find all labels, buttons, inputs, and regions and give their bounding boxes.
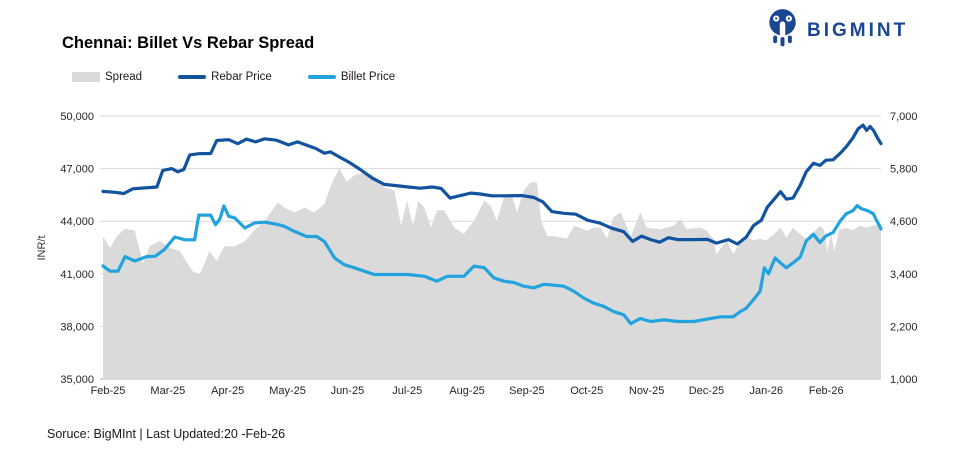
x-axis-tick: Oct-25	[570, 385, 603, 397]
y-axis-title: INR/t	[36, 235, 48, 260]
right-axis-tick: 7,000	[890, 111, 918, 123]
legend-label-billet: Billet Price	[340, 71, 396, 83]
bigmint-logo: BIGMINT	[766, 8, 908, 53]
right-axis-tick: 1,000	[890, 374, 918, 386]
x-axis-tick: Feb-26	[809, 385, 844, 397]
legend-item-spread: Spread	[72, 71, 142, 83]
x-axis-tick: Aug-25	[449, 385, 484, 397]
x-axis-tick: Jan-26	[749, 385, 783, 397]
x-axis-tick: May-25	[269, 385, 306, 397]
rebar-price-series	[101, 123, 883, 246]
rebar-swatch	[178, 75, 207, 79]
right-axis-tick: 2,200	[890, 321, 918, 333]
legend-item-rebar: Rebar Price	[178, 71, 272, 83]
spread-swatch	[72, 72, 100, 82]
right-axis-tick: 5,800	[890, 164, 918, 176]
chart-legend: Spread Rebar Price Billet Price	[72, 71, 395, 83]
right-axis-tick: 4,600	[890, 216, 918, 228]
left-axis-tick: 41,000	[60, 269, 94, 281]
legend-label-rebar: Rebar Price	[211, 71, 272, 83]
x-axis-tick: Mar-25	[150, 385, 185, 397]
source-note: Soruce: BigMInt | Last Updated:20 -Feb-2…	[47, 427, 286, 441]
x-axis-tick: Jun-25	[331, 385, 365, 397]
x-axis-tick: Jul-25	[392, 385, 422, 397]
bigmint-logo-icon	[766, 8, 800, 53]
left-axis-tick: 44,000	[60, 216, 94, 228]
left-axis-tick: 35,000	[60, 374, 94, 386]
left-axis-tick: 47,000	[60, 164, 94, 176]
x-axis-tick: Feb-25	[91, 385, 126, 397]
x-axis-tick: Nov-25	[629, 385, 664, 397]
billet-swatch	[307, 75, 336, 79]
bigmint-logo-text: BIGMINT	[807, 19, 909, 41]
legend-label-spread: Spread	[105, 71, 143, 83]
left-axis-tick: 50,000	[60, 111, 94, 123]
x-axis-tick: Dec-25	[689, 385, 724, 397]
x-axis-tick: Apr-25	[211, 385, 244, 397]
x-axis-tick: Sep-25	[509, 385, 544, 397]
billet-price-series	[101, 204, 883, 326]
page-title: Chennai: Billet Vs Rebar Spread	[62, 34, 315, 52]
legend-item-billet: Billet Price	[307, 71, 396, 83]
right-axis-tick: 3,400	[890, 269, 918, 281]
left-axis-tick: 38,000	[60, 321, 94, 333]
